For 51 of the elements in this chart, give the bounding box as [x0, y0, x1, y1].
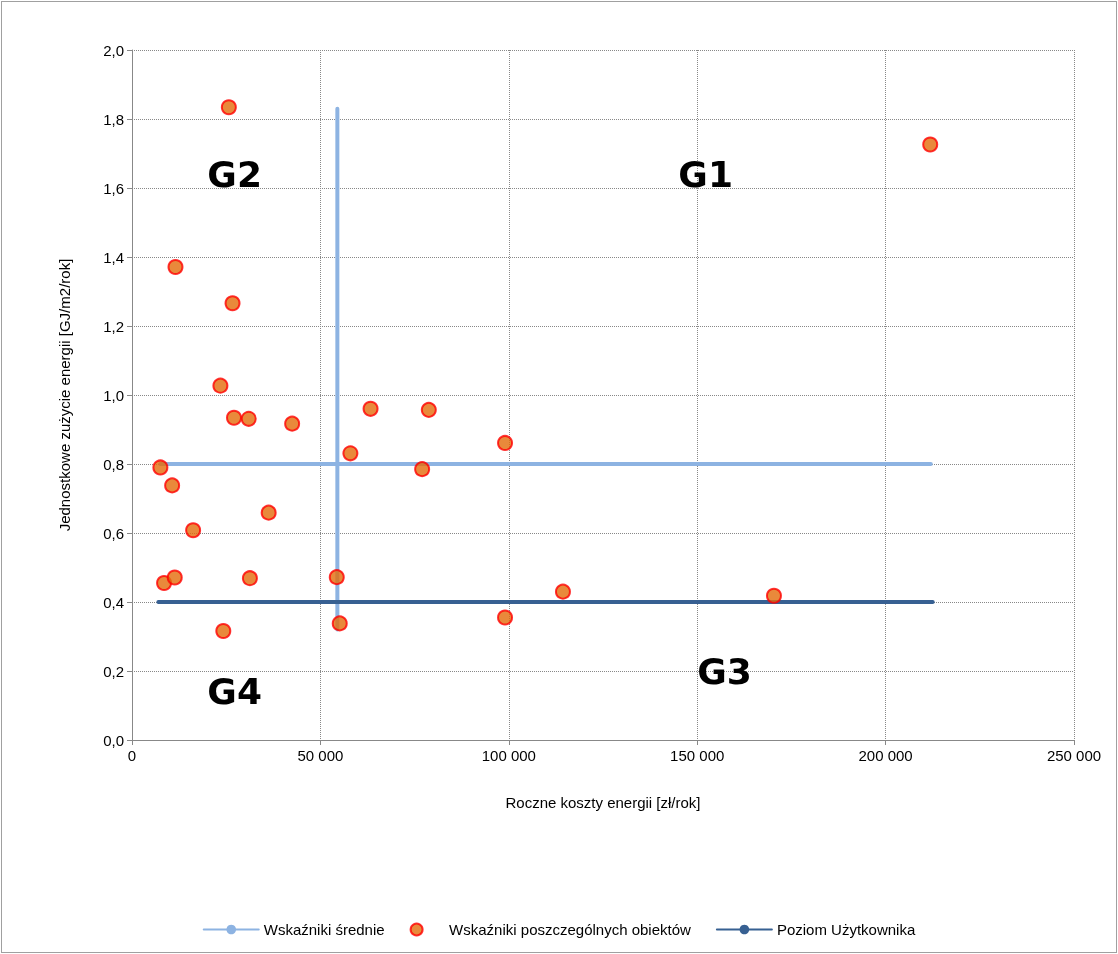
legend-label: Wskaźniki średnie [263, 921, 385, 938]
y-tick-label: 1,4 [103, 248, 124, 266]
point [328, 569, 345, 586]
point [420, 401, 437, 418]
x-tick-label: 150 000 [670, 747, 725, 764]
point [260, 504, 277, 521]
point [185, 522, 202, 539]
point [554, 583, 571, 600]
annotation: G2 [207, 153, 262, 195]
point [167, 259, 184, 275]
point [152, 459, 169, 476]
x-axis-title: Roczne koszty energii [zł/rok] [505, 794, 701, 811]
point [362, 400, 379, 417]
point [224, 295, 241, 312]
point [331, 615, 348, 632]
point [342, 445, 359, 462]
legend-label: Wskaźniki poszczególnych obiektów [449, 921, 692, 938]
point [215, 622, 232, 639]
legend-label: Poziom Użytkownika [776, 921, 916, 938]
y-axis-title: Jednostkowe zużycie energii [GJ/m2/rok] [56, 258, 73, 532]
point [497, 609, 514, 626]
point [226, 409, 242, 426]
point [166, 569, 183, 586]
annotation: G1 [678, 153, 733, 195]
x-tick-label: 200 000 [858, 747, 913, 764]
point [212, 377, 229, 394]
x-tick-label: 100 000 [481, 747, 536, 764]
x-tick-label: 250 000 [1046, 747, 1102, 764]
y-tick-label: 1,8 [103, 110, 124, 128]
y-tick-label: 0,4 [103, 593, 124, 611]
point [164, 477, 181, 494]
y-tick-label: 0,2 [103, 662, 124, 680]
point [922, 136, 939, 153]
x-tick-label: 0 [127, 747, 137, 764]
y-tick-label: 1,6 [103, 179, 124, 197]
y-tick-label: 1,0 [103, 386, 124, 404]
point [241, 570, 258, 587]
y-tick-label: 2,0 [103, 41, 124, 59]
point [414, 461, 431, 478]
point [497, 434, 514, 451]
x-tick-label: 50 000 [297, 747, 344, 764]
point [240, 410, 257, 427]
y-tick-label: 0,0 [103, 731, 124, 749]
y-tick-label: 0,6 [103, 524, 124, 542]
y-tick-label: 0,8 [103, 455, 124, 473]
point [765, 587, 782, 604]
annotation: G4 [207, 671, 262, 713]
point [284, 415, 301, 432]
y-tick-label: 1,2 [103, 317, 124, 335]
point [220, 99, 237, 116]
annotation: G3 [697, 650, 752, 692]
